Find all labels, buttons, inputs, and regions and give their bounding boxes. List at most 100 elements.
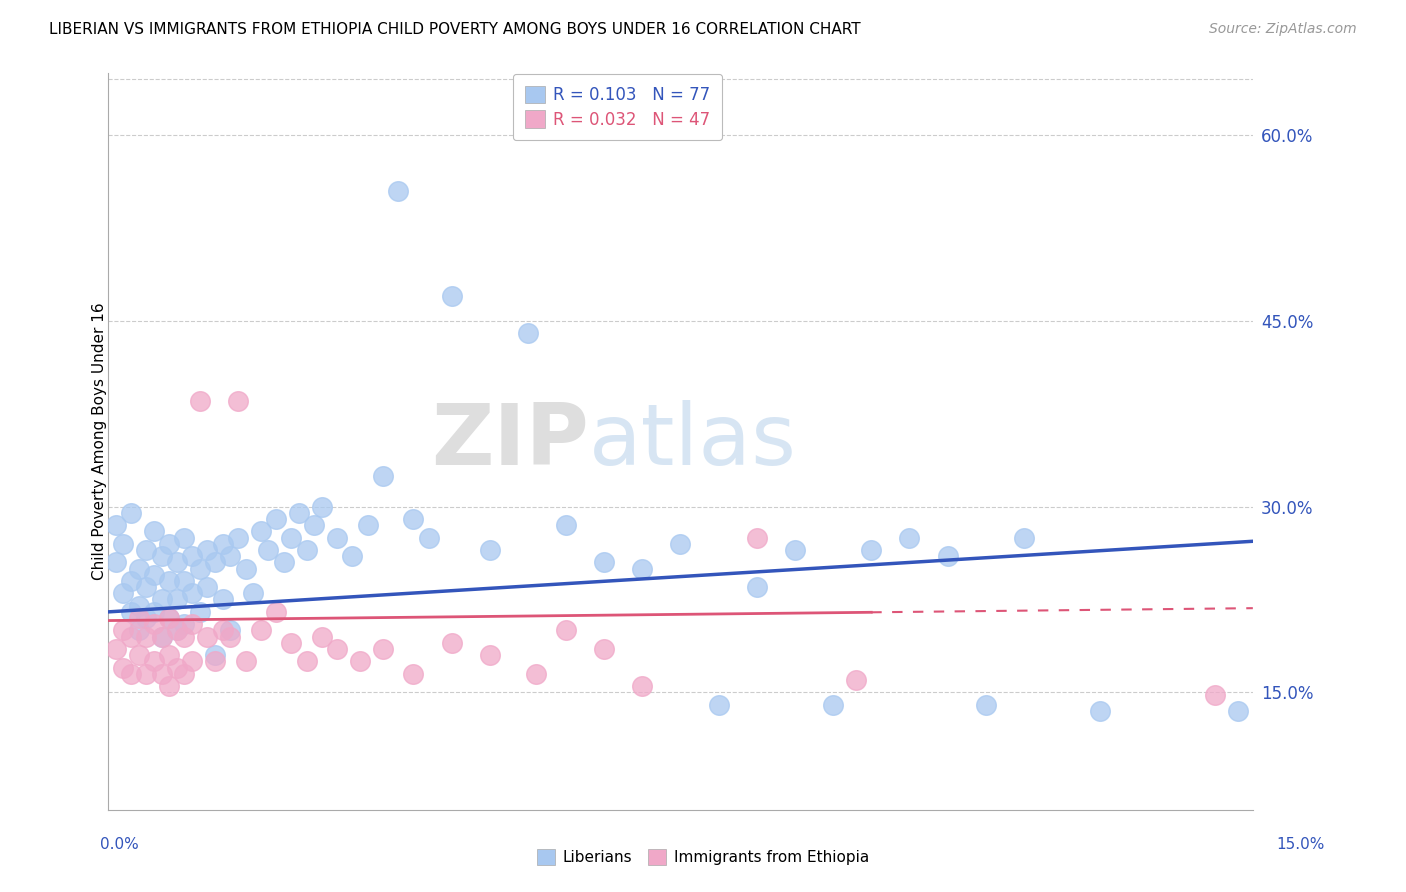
Point	[280, 636, 302, 650]
Point	[402, 512, 425, 526]
Point	[211, 537, 233, 551]
Point	[181, 549, 204, 563]
Point	[195, 580, 218, 594]
Y-axis label: Child Poverty Among Boys Under 16: Child Poverty Among Boys Under 16	[93, 302, 107, 581]
Text: Source: ZipAtlas.com: Source: ZipAtlas.com	[1209, 22, 1357, 37]
Point	[173, 617, 195, 632]
Point	[157, 537, 180, 551]
Point	[302, 518, 325, 533]
Point	[311, 500, 333, 514]
Point	[257, 543, 280, 558]
Point	[264, 605, 287, 619]
Point	[157, 679, 180, 693]
Point	[249, 624, 271, 638]
Point	[555, 518, 578, 533]
Point	[219, 549, 242, 563]
Point	[745, 531, 768, 545]
Point	[211, 624, 233, 638]
Point	[150, 630, 173, 644]
Point	[173, 666, 195, 681]
Point	[112, 660, 135, 674]
Point	[195, 543, 218, 558]
Point	[150, 666, 173, 681]
Point	[173, 574, 195, 588]
Point	[135, 580, 157, 594]
Point	[135, 611, 157, 625]
Point	[219, 624, 242, 638]
Point	[669, 537, 692, 551]
Point	[707, 698, 730, 712]
Point	[150, 549, 173, 563]
Point	[524, 666, 547, 681]
Point	[112, 624, 135, 638]
Point	[173, 531, 195, 545]
Point	[142, 567, 165, 582]
Point	[195, 630, 218, 644]
Point	[166, 624, 188, 638]
Point	[295, 655, 318, 669]
Point	[211, 592, 233, 607]
Point	[166, 592, 188, 607]
Point	[745, 580, 768, 594]
Text: LIBERIAN VS IMMIGRANTS FROM ETHIOPIA CHILD POVERTY AMONG BOYS UNDER 16 CORRELATI: LIBERIAN VS IMMIGRANTS FROM ETHIOPIA CHI…	[49, 22, 860, 37]
Point	[226, 394, 249, 409]
Point	[242, 586, 264, 600]
Point	[226, 531, 249, 545]
Point	[516, 326, 538, 340]
Point	[104, 642, 127, 657]
Point	[104, 518, 127, 533]
Point	[120, 605, 142, 619]
Point	[219, 630, 242, 644]
Point	[188, 605, 211, 619]
Point	[936, 549, 959, 563]
Point	[555, 624, 578, 638]
Point	[1012, 531, 1035, 545]
Point	[356, 518, 378, 533]
Text: 15.0%: 15.0%	[1277, 837, 1324, 852]
Point	[181, 586, 204, 600]
Point	[1226, 704, 1249, 718]
Point	[120, 630, 142, 644]
Point	[135, 543, 157, 558]
Point	[204, 555, 226, 569]
Point	[157, 574, 180, 588]
Point	[157, 611, 180, 625]
Point	[418, 531, 440, 545]
Point	[150, 630, 173, 644]
Point	[326, 531, 349, 545]
Point	[166, 555, 188, 569]
Point	[264, 512, 287, 526]
Point	[135, 666, 157, 681]
Point	[142, 605, 165, 619]
Point	[311, 630, 333, 644]
Point	[204, 655, 226, 669]
Point	[974, 698, 997, 712]
Text: 0.0%: 0.0%	[100, 837, 139, 852]
Point	[166, 624, 188, 638]
Point	[860, 543, 883, 558]
Point	[288, 506, 311, 520]
Point	[593, 642, 616, 657]
Point	[371, 642, 394, 657]
Point	[273, 555, 295, 569]
Point	[440, 636, 463, 650]
Point	[295, 543, 318, 558]
Point	[112, 537, 135, 551]
Point	[823, 698, 845, 712]
Point	[235, 655, 257, 669]
Point	[387, 184, 409, 198]
Point	[349, 655, 371, 669]
Point	[188, 561, 211, 575]
Point	[181, 617, 204, 632]
Legend: R = 0.103   N = 77, R = 0.032   N = 47: R = 0.103 N = 77, R = 0.032 N = 47	[513, 74, 721, 140]
Point	[173, 630, 195, 644]
Point	[142, 655, 165, 669]
Point	[120, 506, 142, 520]
Point	[845, 673, 868, 687]
Point	[104, 555, 127, 569]
Point	[280, 531, 302, 545]
Point	[128, 561, 150, 575]
Point	[371, 468, 394, 483]
Point	[249, 524, 271, 539]
Point	[181, 655, 204, 669]
